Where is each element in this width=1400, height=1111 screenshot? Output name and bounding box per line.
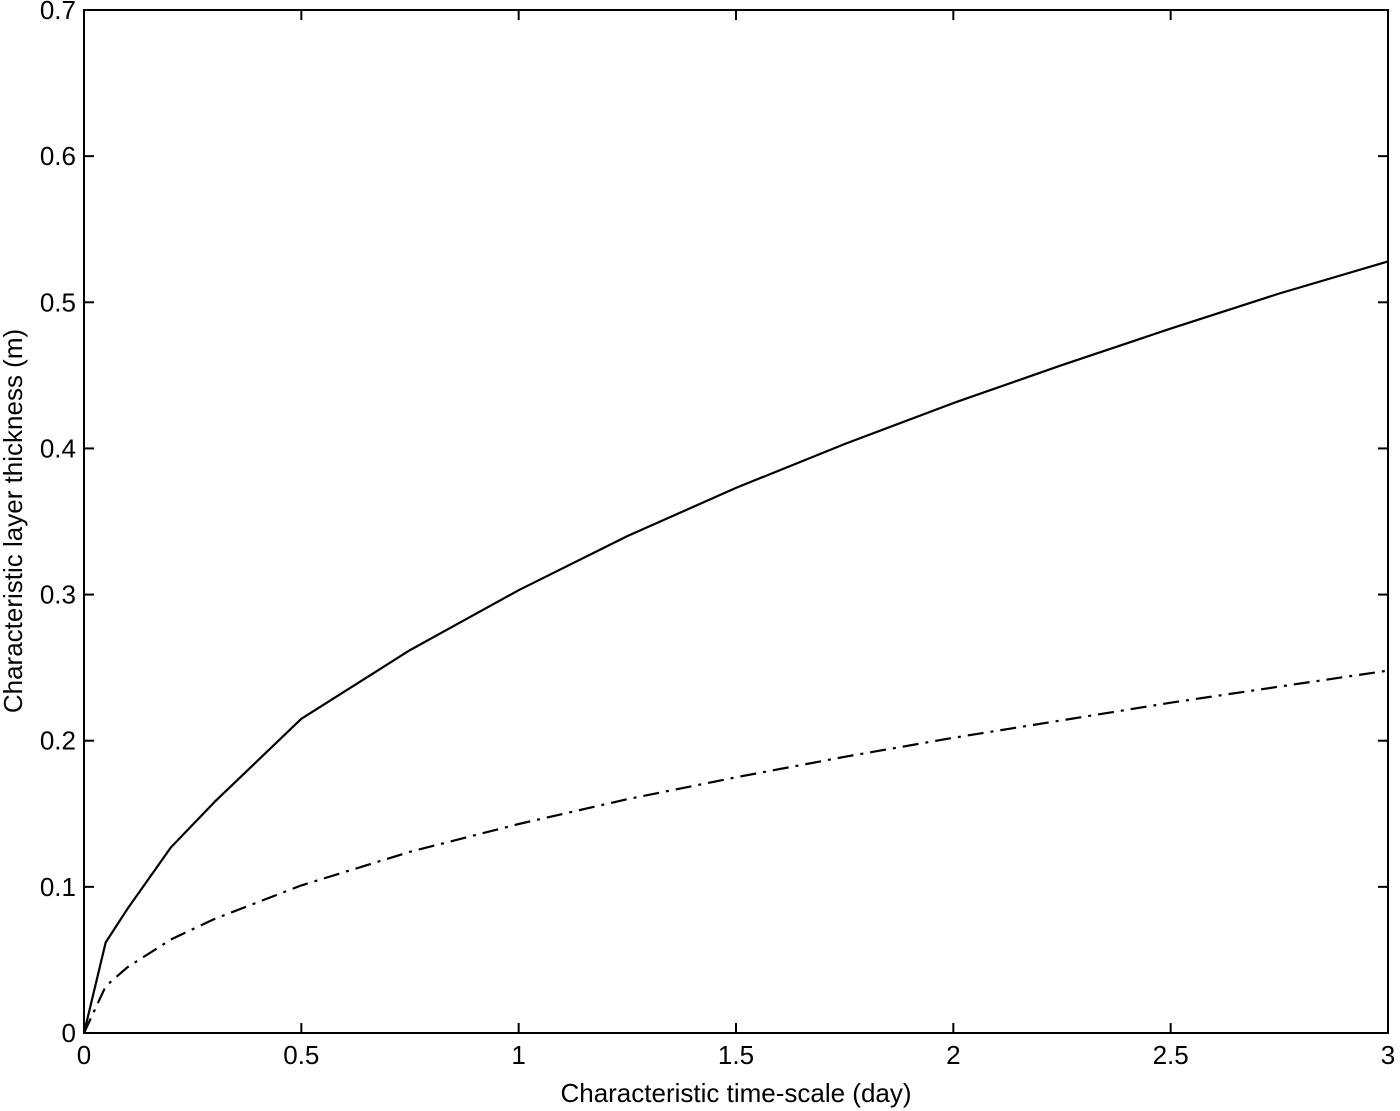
x-tick-label: 1.5 — [718, 1040, 754, 1070]
y-tick-label: 0.6 — [40, 141, 76, 171]
series-line-dash-dot — [83, 669, 1389, 1034]
axis-ticks — [83, 9, 1389, 1034]
y-tick-label: 0.2 — [40, 726, 76, 756]
x-axis-label: Characteristic time-scale (day) — [560, 1078, 911, 1108]
x-tick-label: 1 — [511, 1040, 525, 1070]
y-tick-label: 0.4 — [40, 433, 76, 463]
x-tick-label: 3 — [1381, 1040, 1395, 1070]
y-tick-label: 0.5 — [40, 287, 76, 317]
x-tick-label: 2 — [946, 1040, 960, 1070]
plot-frame — [83, 9, 1389, 1034]
y-tick-label: 0.7 — [40, 0, 76, 25]
axis-tick-labels: 0 0.5 1 1.5 2 2.5 3 0 0.1 0.2 0.3 0.4 0.5 0.6 0.7 — [40, 0, 1395, 1070]
y-tick-label: 0 — [62, 1018, 76, 1048]
x-tick-label: 0.5 — [283, 1040, 319, 1070]
x-tick-label: 2.5 — [1153, 1040, 1189, 1070]
y-axis-label: Characteristic layer thickness (m) — [0, 329, 28, 713]
series-layer — [82, 260, 1389, 1034]
series-line-solid — [82, 260, 1389, 1034]
y-tick-label: 0.1 — [40, 872, 76, 902]
x-tick-label: 0 — [77, 1040, 91, 1070]
y-tick-label: 0.3 — [40, 580, 76, 610]
